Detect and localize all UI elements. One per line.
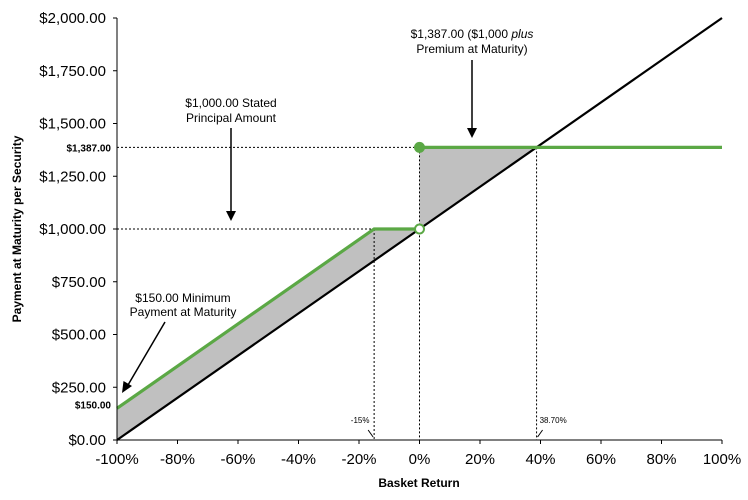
marker-label: -15% <box>351 416 370 425</box>
y-tick-label: $2,000.00 <box>39 10 106 27</box>
highlight-point <box>414 223 425 235</box>
y-axis-title: Payment at Maturity per Security <box>10 135 24 322</box>
annotation-minimum-arrowhead <box>122 381 132 393</box>
x-tick-label: 0% <box>409 451 431 468</box>
x-tick-label: 100% <box>703 451 741 468</box>
annotation-premium-line1-a: $1,387.00 ($1,000 <box>411 27 512 41</box>
highlight-point <box>414 141 425 153</box>
y-tick-label: $1,500.00 <box>39 116 106 133</box>
tick-labels: -100% -80% -60% -40% -20% 0% 20% 40% 60% 80% 100% $… <box>39 10 741 468</box>
series-line-payoff-lower <box>116 227 420 410</box>
x-tick-label: -60% <box>220 451 255 468</box>
y-tick-label: $500.00 <box>52 327 106 344</box>
annotation-premium-line2: Premium at Maturity) <box>416 42 527 56</box>
annotation-premium: $1,387.00 ($1,000 plus Premium at Maturi… <box>411 27 534 138</box>
marker-leader <box>537 429 543 438</box>
x-tick-label: -100% <box>95 451 138 468</box>
x-tick-label: 20% <box>465 451 495 468</box>
y-tick-label: $1,250.00 <box>39 168 106 185</box>
annotation-stated-principal-arrowhead <box>226 211 236 221</box>
annotation-minimum-payment: $150.00 Minimum Payment at Maturity <box>122 291 236 393</box>
marker-label: 38.70% <box>540 416 567 425</box>
annotation-premium-arrowhead <box>467 128 477 138</box>
extra-y-label: $1,387.00 <box>67 143 112 154</box>
x-tick-label: -80% <box>160 451 195 468</box>
x-tick-label: -40% <box>281 451 316 468</box>
y-tick-label: $750.00 <box>52 274 106 291</box>
annotation-stated-principal-line1: $1,000.00 Stated <box>185 96 276 110</box>
x-tick-label: -20% <box>341 451 376 468</box>
annotation-minimum-line1: $150.00 Minimum <box>135 291 230 305</box>
x-tick-label: 40% <box>525 451 555 468</box>
annotation-stated-principal-line2: Principal Amount <box>186 111 277 125</box>
x-tick-label: 60% <box>586 451 616 468</box>
annotation-premium-plus: plus <box>510 27 533 41</box>
highlight-points <box>414 141 425 235</box>
marker-leader <box>367 429 374 438</box>
annotation-minimum-line2: Payment at Maturity <box>130 305 237 319</box>
y-tick-label: $250.00 <box>52 379 106 396</box>
y-tick-label: $0.00 <box>68 432 106 449</box>
reference-lines <box>117 146 538 440</box>
annotation-minimum-arrow <box>127 321 166 386</box>
extra-y-label: $150.00 <box>75 400 112 411</box>
annotation-stated-principal: $1,000.00 Stated Principal Amount <box>185 96 277 221</box>
y-tick-label: $1,000.00 <box>39 221 106 238</box>
x-tick-label: 80% <box>646 451 676 468</box>
x-axis-title: Basket Return <box>378 476 459 490</box>
y-tick-label: $1,750.00 <box>39 63 106 80</box>
annotation-premium-line1: $1,387.00 ($1,000 plus <box>411 27 534 41</box>
